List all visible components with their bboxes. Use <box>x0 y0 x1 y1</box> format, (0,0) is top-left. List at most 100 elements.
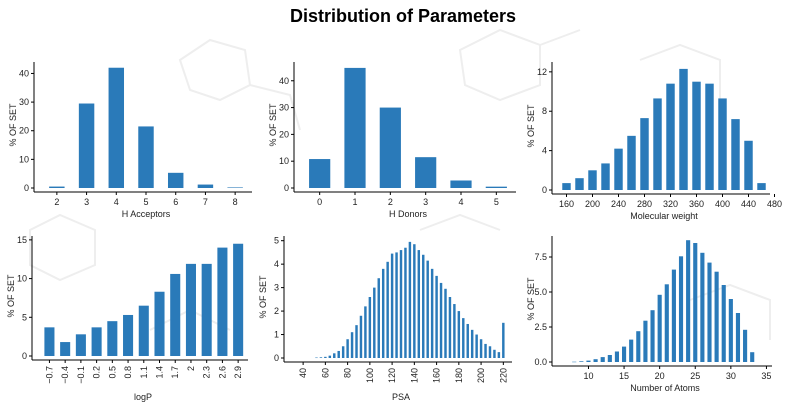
bar <box>364 306 367 358</box>
x-tick-label: 2 <box>54 197 59 207</box>
page-title: Distribution of Parameters <box>289 6 517 26</box>
x-tick-label: 10 <box>583 371 593 381</box>
y-tick-label: 10 <box>19 154 29 164</box>
chart-svg: 0 10 20 30 40 2 3 4 5 6 7 8 H Acceptors % OF SET <box>8 62 252 219</box>
y-tick-label: 10 <box>17 274 27 284</box>
y-tick-label: 5 <box>274 236 279 246</box>
bar <box>485 186 507 188</box>
chart-svg: 0 10 20 30 40 0 1 2 3 4 5 H Donors % OF SET <box>268 62 516 219</box>
bar <box>201 263 212 356</box>
bar <box>108 67 125 188</box>
x-tick-label: 280 <box>637 199 652 209</box>
bar <box>444 288 447 358</box>
x-tick-label: 440 <box>741 199 756 209</box>
bar <box>614 148 623 190</box>
bar <box>562 183 571 190</box>
bar <box>426 260 429 358</box>
x-tick-label: 0.5 <box>107 366 117 379</box>
x-tick-label: 4 <box>458 197 463 207</box>
bar <box>614 351 620 362</box>
x-axis-title: H Acceptors <box>122 209 171 219</box>
bar <box>350 332 354 358</box>
x-tick-label: 5 <box>494 197 499 207</box>
x-tick-label: 200 <box>476 368 486 383</box>
x-axis-title: Number of Atoms <box>630 383 700 393</box>
chart-svg: 0 5 10 15 −0.7 −0.4 −0.1 0.2 0.5 0.8 1.1 1.4 1.7 2 2.3… <box>6 235 248 402</box>
bar <box>692 81 701 190</box>
bar <box>417 250 421 358</box>
x-axis-title: logP <box>134 392 152 402</box>
bar <box>185 263 196 356</box>
y-tick-label: 40 <box>19 68 29 78</box>
chart-number-of-atoms: 0.0 2.5 5.0 7.5 10 15 20 25 30 35 Number of Atoms%… <box>526 226 806 404</box>
bar <box>422 254 425 358</box>
bar <box>497 352 501 358</box>
bar <box>488 346 492 358</box>
y-tick-label: 20 <box>19 126 29 136</box>
bar <box>718 98 727 190</box>
y-tick-label: 4 <box>274 259 279 269</box>
x-tick-label: −0.4 <box>60 366 70 384</box>
bar <box>629 339 634 362</box>
bar <box>60 342 71 356</box>
x-tick-label: 1.4 <box>155 366 165 379</box>
bar <box>757 183 766 190</box>
bar <box>381 268 385 358</box>
bar <box>743 329 748 362</box>
y-tick-label: 5.0 <box>534 287 547 297</box>
bar <box>475 334 478 358</box>
bar <box>735 313 741 362</box>
bar <box>462 318 465 358</box>
bar <box>693 243 698 362</box>
y-tick-label: 40 <box>279 76 289 86</box>
y-axis-title: % OF SET <box>6 274 16 318</box>
bar <box>575 178 584 190</box>
bar <box>344 67 366 188</box>
chart-psa: 0 1 2 3 4 5 40 60 80 100 120 140 160 180 200 220 PSA % OF… <box>258 226 536 404</box>
x-tick-label: 6 <box>173 197 178 207</box>
bar <box>714 271 719 362</box>
bar <box>377 278 380 358</box>
chart-logp: 0 5 10 15 −0.7 −0.4 −0.1 0.2 0.5 0.8 1.1 1.4 1.7 2 2.3… <box>0 226 268 404</box>
bar <box>744 140 753 190</box>
bar <box>666 83 675 190</box>
bar <box>395 252 398 358</box>
chart-molecular-weight: 0 4 8 12 160 200 240 280 320 360 400 440 480 Molecula… <box>526 52 806 222</box>
x-tick-label: 140 <box>409 368 419 383</box>
y-tick-label: 0.0 <box>534 357 547 367</box>
y-axis-title: % OF SET <box>526 277 536 321</box>
x-tick-label: 1 <box>352 197 357 207</box>
bar <box>705 83 714 190</box>
x-tick-label: 320 <box>663 199 678 209</box>
x-tick-label: 160 <box>432 368 442 383</box>
x-tick-label: 30 <box>726 371 736 381</box>
bar <box>484 343 487 358</box>
x-tick-label: 3 <box>423 197 428 207</box>
bar <box>750 352 755 362</box>
x-axis-title: Molecular weight <box>630 211 698 221</box>
bar <box>404 247 407 358</box>
x-tick-label: 360 <box>689 199 704 209</box>
bar <box>197 184 214 188</box>
y-tick-label: 30 <box>19 97 29 107</box>
x-tick-label: 180 <box>454 368 464 383</box>
bar <box>379 107 401 188</box>
x-tick-label: −0.1 <box>76 366 86 384</box>
y-tick-label: 15 <box>17 235 27 245</box>
y-tick-label: 8 <box>542 106 547 116</box>
x-tick-label: 3 <box>84 197 89 207</box>
x-tick-label: 20 <box>655 371 665 381</box>
bar <box>457 311 461 358</box>
bar <box>601 163 610 190</box>
bar <box>413 244 416 358</box>
x-tick-label: 80 <box>343 368 353 378</box>
y-tick-label: 0 <box>284 183 289 193</box>
bar <box>415 157 437 188</box>
bar <box>470 329 474 358</box>
y-tick-label: 2 <box>274 306 279 316</box>
y-tick-label: 0 <box>24 183 29 193</box>
bar <box>333 353 336 358</box>
bar <box>593 359 598 362</box>
bar <box>390 253 394 358</box>
x-tick-label: 7 <box>203 197 208 207</box>
